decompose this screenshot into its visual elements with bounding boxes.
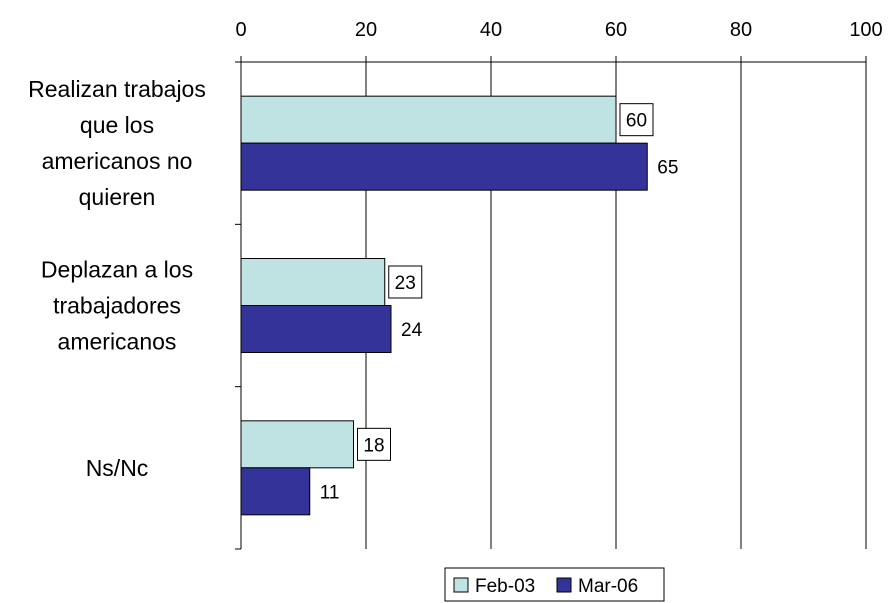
data-label-box [619, 103, 654, 137]
legend-label: Mar-06 [578, 576, 638, 597]
data-label: 65 [657, 158, 678, 179]
category-label: Realizan trabajos [28, 76, 206, 102]
legend-box [444, 567, 665, 602]
legend-label: Feb-03 [475, 576, 535, 597]
bar-feb-03 [240, 95, 617, 144]
x-tick-label: 80 [730, 19, 752, 41]
legend-swatch [556, 577, 572, 593]
axes [235, 56, 867, 550]
x-tick-label: 60 [605, 19, 627, 41]
x-tick-label: 40 [480, 19, 502, 41]
data-label: 23 [395, 273, 416, 294]
category-label: que los [80, 112, 154, 138]
x-tick-label: 20 [355, 19, 377, 41]
labels: 0 20 40 60 80 100 60 65 Realizan trabajos que los… [28, 19, 883, 503]
data-label: 18 [363, 435, 384, 456]
category-label: Deplazan a los [41, 257, 193, 283]
bar-feb-03 [240, 258, 386, 306]
data-label: 24 [401, 320, 423, 341]
category-label: americanos [58, 329, 177, 355]
category-label: americanos no [42, 148, 193, 174]
bar-mar-06 [240, 305, 392, 353]
data-label: 60 [626, 111, 647, 132]
data-label-box [388, 265, 423, 299]
bars [240, 95, 648, 516]
x-tick-label: 0 [235, 19, 246, 41]
x-tick-label: 100 [849, 19, 882, 41]
legend: Feb-03 Mar-06 [444, 567, 665, 602]
category-label: quieren [79, 184, 156, 210]
category-label: Ns/Nc [86, 455, 149, 481]
bar-mar-06 [240, 142, 648, 191]
legend-swatch [453, 577, 469, 593]
data-label: 11 [320, 482, 340, 503]
data-label-box [357, 427, 391, 461]
category-label: trabajadores [53, 293, 181, 319]
bar-feb-03 [240, 420, 354, 469]
bar-mar-06 [240, 467, 311, 516]
